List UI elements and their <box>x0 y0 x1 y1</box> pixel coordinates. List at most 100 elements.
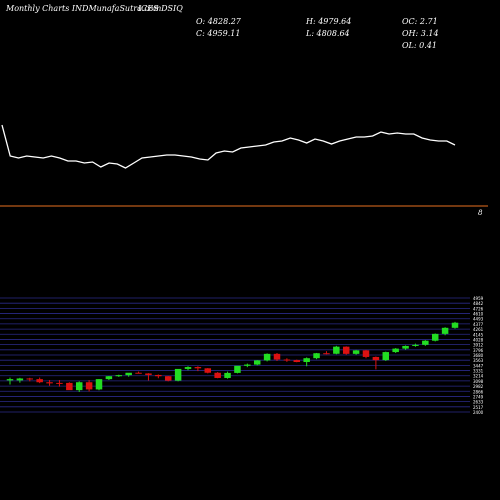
candle <box>431 333 439 342</box>
candle <box>194 366 202 372</box>
candle-body <box>164 376 172 381</box>
candle <box>85 380 93 392</box>
candle-body <box>342 346 350 354</box>
candle <box>75 381 83 392</box>
candle-body <box>66 382 73 391</box>
candle-body <box>441 327 449 334</box>
candle <box>412 343 419 347</box>
candle-body <box>303 358 310 363</box>
open-value: O: 4828.27 <box>196 17 241 26</box>
candle <box>36 377 43 384</box>
ol-value: OL: 0.41 <box>402 41 437 50</box>
y-tick-label: 3680 <box>473 353 484 358</box>
candle-body <box>372 356 380 361</box>
y-tick-label: 4145 <box>473 332 484 337</box>
oh-value: OH: 3.14 <box>402 29 439 38</box>
candle-body <box>253 360 261 365</box>
candle <box>273 352 281 361</box>
candle <box>372 356 380 370</box>
candle <box>392 348 399 353</box>
candle-grid <box>0 297 470 413</box>
candle <box>253 360 261 366</box>
candle-body <box>36 379 43 383</box>
site-title: Monthly Charts INDMunafaSutra.com <box>6 4 162 13</box>
candle <box>244 363 251 368</box>
candle-body <box>263 353 271 361</box>
y-tick-label: 4028 <box>473 337 484 342</box>
candle-body <box>85 382 93 390</box>
candle <box>204 368 212 374</box>
candle-body <box>431 333 439 341</box>
candle-body <box>105 376 113 380</box>
y-tick-label: 4842 <box>473 301 484 306</box>
candle-body <box>382 352 390 361</box>
symbol-label: ICES DSIQ <box>138 4 183 13</box>
candle-body <box>402 345 409 349</box>
y-tick-label: 3447 <box>473 363 484 368</box>
candle-body <box>16 378 24 381</box>
candle <box>46 380 53 386</box>
candle-body <box>145 373 152 375</box>
candle-body <box>333 346 340 354</box>
candle <box>184 366 192 371</box>
candle-body <box>323 353 330 355</box>
candle <box>66 382 73 391</box>
candle <box>303 357 310 367</box>
candle <box>105 376 113 381</box>
candle-body <box>184 367 192 369</box>
y-tick-label: 2400 <box>473 410 484 415</box>
candle-body <box>234 365 241 373</box>
candlestick-chart <box>6 321 459 392</box>
y-tick-label: 3796 <box>473 348 484 353</box>
candle <box>234 365 241 374</box>
candle <box>362 349 370 359</box>
high-value: H: 4979.64 <box>306 17 352 26</box>
y-tick-label: 4726 <box>473 306 484 311</box>
y-tick-label: 3912 <box>473 343 484 348</box>
candle <box>125 372 132 377</box>
candle <box>56 380 63 387</box>
candle <box>441 327 449 336</box>
candle-body <box>174 368 182 381</box>
candle-body <box>362 350 370 357</box>
divider-marker: 8 <box>478 209 483 217</box>
y-tick-label: 4261 <box>473 327 484 332</box>
candle <box>422 340 429 346</box>
oc-value: OC: 2.71 <box>402 17 438 26</box>
candle <box>16 377 24 383</box>
y-tick-label: 2982 <box>473 384 484 389</box>
y-tick-label: 4493 <box>473 317 484 322</box>
candle-body <box>214 372 221 378</box>
candle-body <box>6 379 14 381</box>
candle-body <box>115 375 123 377</box>
low-value: L: 4808.64 <box>306 29 350 38</box>
candle-body <box>412 344 419 346</box>
line-chart <box>1 124 456 169</box>
candle <box>115 374 123 377</box>
candle <box>323 351 330 355</box>
candle-body <box>125 372 132 376</box>
line-series <box>1 124 456 169</box>
candle <box>174 368 182 382</box>
y-tick-label: 3563 <box>473 358 484 363</box>
candle <box>224 371 231 379</box>
candle <box>95 379 103 391</box>
candle <box>26 377 34 382</box>
candle-body <box>313 353 320 359</box>
candle-body <box>283 359 291 361</box>
y-tick-label: 4377 <box>473 322 484 327</box>
candle <box>263 353 271 362</box>
candle <box>342 346 350 355</box>
candle <box>283 358 291 362</box>
candle <box>293 359 301 363</box>
candle <box>382 351 390 361</box>
candle <box>313 352 320 360</box>
y-tick-label: 3214 <box>473 374 484 379</box>
close-value: C: 4959.11 <box>196 29 241 38</box>
candle <box>352 349 360 355</box>
candle <box>451 321 459 329</box>
candle-body <box>26 378 34 380</box>
candle-body <box>204 368 212 373</box>
y-tick-label: 2866 <box>473 389 484 394</box>
